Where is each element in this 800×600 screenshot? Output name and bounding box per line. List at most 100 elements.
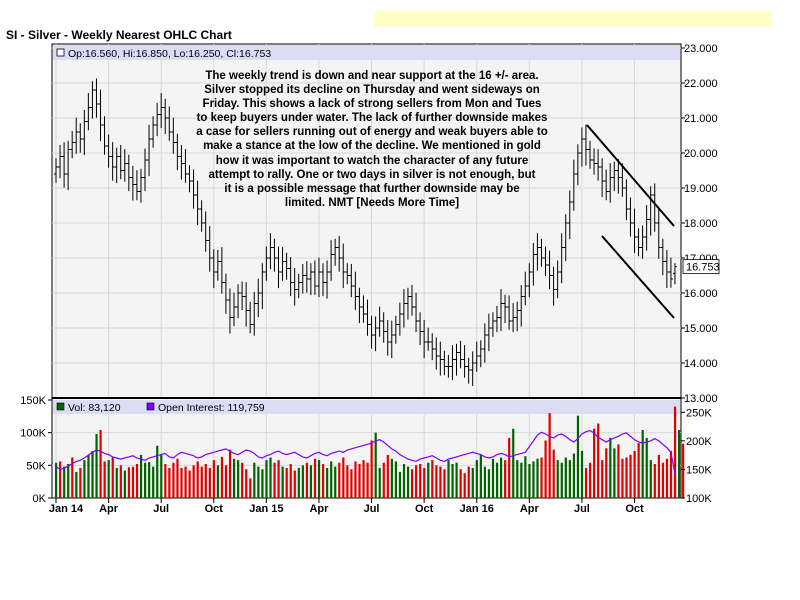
ohlc-bar <box>276 246 281 289</box>
oi-tick-label: 250K <box>686 407 712 419</box>
x-tick-label: Jan 14 <box>49 503 84 515</box>
volume-bar <box>657 454 660 498</box>
volume-bar <box>589 462 592 498</box>
ohlc-bar <box>90 81 95 119</box>
ohlc-bar <box>454 343 459 376</box>
ohlc-bar <box>54 158 58 183</box>
ohlc-bar <box>511 303 516 333</box>
ohlc-bar <box>102 116 107 155</box>
ohlc-bar <box>672 263 677 285</box>
ohlc-bar <box>462 345 467 378</box>
ohlc-bar <box>268 233 273 270</box>
ohlc-bar <box>547 250 552 290</box>
volume-bar <box>415 465 418 498</box>
ohlc-bar <box>632 208 637 254</box>
ohlc-bar <box>163 98 168 135</box>
volume-bar <box>313 458 317 498</box>
volume-bar <box>669 450 673 498</box>
ohlc-bar <box>349 263 354 298</box>
volume-bar <box>115 467 118 498</box>
volume-bar <box>621 458 624 498</box>
x-tick-label: Apr <box>309 503 329 515</box>
ohlc-bar <box>494 305 499 333</box>
volume-bar <box>572 453 576 498</box>
ohlc-bar <box>187 165 192 193</box>
volume-bar <box>678 430 681 498</box>
x-tick-label: Jul <box>153 503 169 515</box>
ohlc-bar <box>555 260 560 299</box>
ohlc-bar <box>660 238 665 276</box>
ohlc-bar <box>624 179 629 221</box>
ohlc-bar <box>648 186 653 236</box>
volume-bar <box>350 469 353 498</box>
volume-bar <box>224 465 228 498</box>
ohlc-bar <box>171 117 176 154</box>
ohlc-bar <box>377 306 382 337</box>
volume-bar <box>682 443 685 498</box>
ohlc-bar <box>393 315 398 344</box>
volume-bar <box>512 428 515 498</box>
volume-bar <box>317 460 321 498</box>
volume-bar <box>629 454 632 498</box>
volume-bar <box>665 458 669 498</box>
ohlc-bar <box>256 278 261 318</box>
price-tick-label: 15.000 <box>684 323 718 335</box>
ohlc-bar <box>563 214 568 262</box>
x-axis: Jan 14 Apr Jul Oct Jan 15 Apr Jul Oct Jan 16 Apr J… <box>49 498 644 515</box>
ohlc-bar <box>357 287 362 324</box>
volume-bar <box>455 462 458 498</box>
price-bars <box>54 78 677 387</box>
price-tick-label: 20.000 <box>684 148 718 160</box>
volume-bar <box>597 423 600 498</box>
volume-bar <box>107 460 110 498</box>
ohlc-bar <box>308 263 313 296</box>
ohlc-bar <box>223 273 228 314</box>
volume-bar <box>342 457 345 498</box>
ohlc-bar <box>74 117 79 154</box>
ohlc-bar <box>329 240 334 281</box>
volume-bar <box>301 465 304 498</box>
top-banner-strip <box>374 11 772 27</box>
ohlc-bar <box>321 263 325 297</box>
ohlc-bar <box>232 292 236 327</box>
x-tick-label: Jul <box>574 503 590 515</box>
volume-bar <box>265 460 268 498</box>
volume-bar <box>67 464 70 498</box>
volume-bar <box>156 445 159 498</box>
volume-bars <box>55 406 685 498</box>
ohlc-bar <box>353 271 358 311</box>
volume-bar <box>552 449 555 498</box>
volume-bar <box>580 450 584 498</box>
ohlc-bar <box>438 341 443 376</box>
volume-bar <box>139 454 143 498</box>
volume-bar <box>411 469 414 498</box>
volume-bar <box>192 465 195 498</box>
oi-legend-swatch <box>146 402 155 411</box>
price-tick-label: 21.000 <box>684 113 718 125</box>
volume-bar <box>196 461 199 498</box>
ohlc-bar <box>559 233 564 284</box>
volume-bar <box>402 464 406 498</box>
volume-bar <box>649 460 652 498</box>
ohlc-bar <box>426 327 431 351</box>
ohlc-bar <box>430 333 435 361</box>
volume-bar <box>269 457 272 498</box>
volume-bar <box>103 461 106 498</box>
volume-tick-label: 0K <box>33 493 47 505</box>
lower-trendline <box>601 235 675 319</box>
volume-tick-label: 50K <box>26 460 46 472</box>
volume-bar <box>293 470 296 498</box>
ohlc-bar <box>333 238 338 266</box>
volume-bar <box>127 467 131 498</box>
volume-bar <box>653 464 656 498</box>
ohlc-bar <box>316 257 321 298</box>
ohlc-bar <box>365 299 370 336</box>
volume-bar <box>285 467 288 498</box>
volume-bar <box>504 460 507 498</box>
ohlc-bar <box>325 260 330 299</box>
volume-bar <box>257 466 260 498</box>
price-tick-label: 18.000 <box>684 218 718 230</box>
volume-bar <box>463 473 466 498</box>
volume-bar <box>593 428 596 498</box>
ohlc-bar <box>668 257 673 288</box>
